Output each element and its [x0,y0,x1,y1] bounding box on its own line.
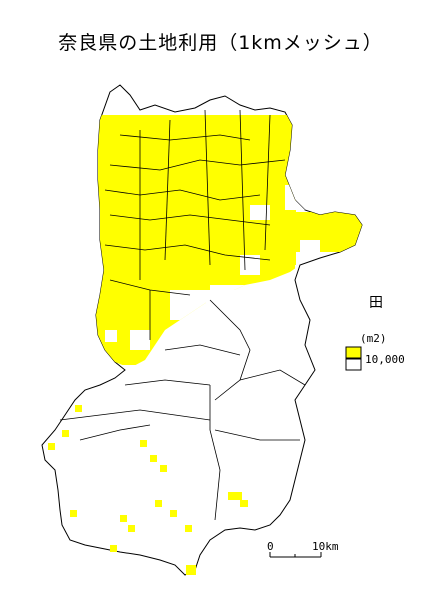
scale-start-label: 0 [267,540,274,553]
field-kanji-icon: 田 [369,295,383,311]
scale-end-label: 10km [312,540,339,553]
legend-swatch-empty [345,358,362,371]
legend-swatch-filled [345,346,362,359]
land-use-mesh-south [48,405,248,575]
scale-bar: 0 10km [267,540,339,558]
municipal-boundaries [59,109,306,521]
legend-unit: (m2) [360,332,387,345]
legend: 田 (m2) 10,000 [345,295,405,371]
map-title: 奈良県の土地利用（1kmメッシュ） [58,32,383,54]
legend-label-10000: 10,000 [365,353,405,366]
